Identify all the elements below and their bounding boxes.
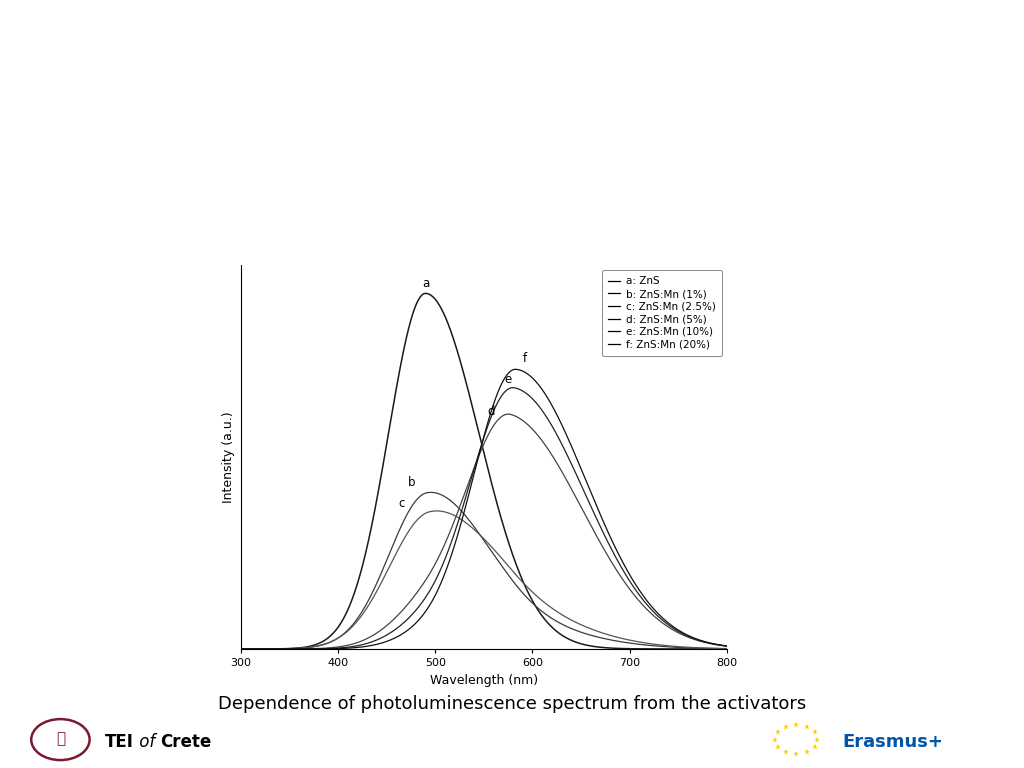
- X-axis label: Wavelength (nm): Wavelength (nm): [430, 674, 538, 687]
- Text: a: a: [422, 276, 429, 290]
- Text: e: e: [505, 372, 512, 386]
- Text: of: of: [134, 733, 161, 751]
- Text: Crete: Crete: [160, 733, 211, 751]
- Legend: a: ZnS, b: ZnS:Mn (1%), c: ZnS:Mn (2.5%), d: ZnS:Mn (5%), e: ZnS:Mn (10%), f: Zn: a: ZnS, b: ZnS:Mn (1%), c: ZnS:Mn (2.5%)…: [602, 270, 722, 356]
- Text: TEI: TEI: [104, 733, 133, 751]
- Y-axis label: Intensity (a.u.): Intensity (a.u.): [222, 411, 236, 503]
- Text: b: b: [409, 476, 416, 489]
- Text: f: f: [522, 352, 526, 365]
- Text: d: d: [487, 405, 496, 418]
- Text: 🏛: 🏛: [56, 731, 65, 746]
- Text: c: c: [398, 498, 404, 510]
- Text: Dependence of photoluminescence spectrum from the activators: Dependence of photoluminescence spectrum…: [218, 695, 806, 713]
- Text: Erasmus+: Erasmus+: [843, 733, 944, 751]
